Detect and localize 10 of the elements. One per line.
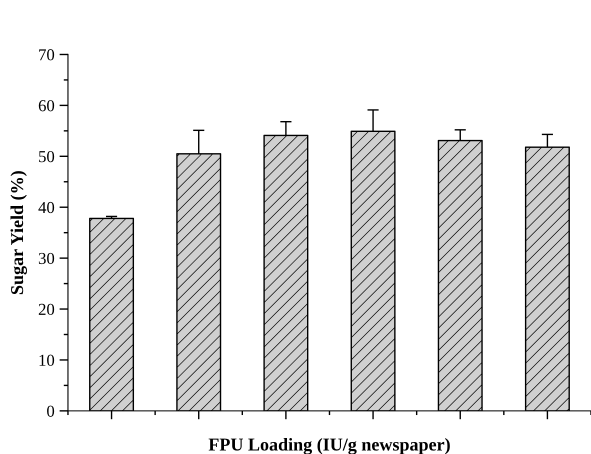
x-axis-title: FPU Loading (IU/g newspaper) xyxy=(208,438,450,454)
y-tick-label: 0 xyxy=(47,406,54,417)
y-tick-label: 10 xyxy=(40,354,54,366)
y-tick-label: 70 xyxy=(39,49,54,60)
y-tick-label: 30 xyxy=(38,252,54,264)
y-tick-label: 20 xyxy=(38,304,54,315)
y-tick-label: 40 xyxy=(38,202,54,214)
y-tick-label: 50 xyxy=(39,151,54,162)
y-axis-title: Sugar Yield (%) xyxy=(10,171,27,294)
y-tick-label: 60 xyxy=(38,100,54,112)
